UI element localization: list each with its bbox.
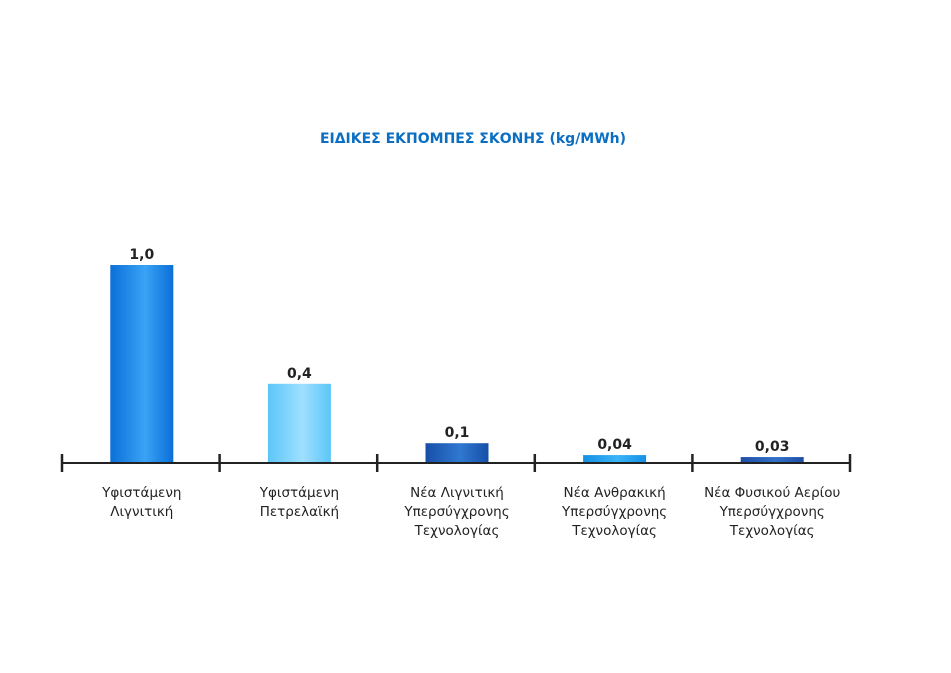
bar [583,455,647,463]
category-label: Υπερσύγχρονης [403,504,509,520]
category-label: Πετρελαϊκή [260,504,339,520]
chart-title: ΕΙΔΙΚΕΣ ΕΚΠΟΜΠΕΣ ΣΚΟΝΗΣ (kg/MWh) [320,131,626,147]
category-label: Τεχνολογίας [729,523,815,539]
category-label: Λιγνιτική [110,504,173,520]
data-label: 0,1 [445,425,470,441]
category-label: Νέα Λιγνιτική [410,485,504,501]
data-label: 0,4 [287,366,312,382]
category-label: Νέα Ανθρακική [564,485,666,501]
category-label: Τεχνολογίας [571,523,657,539]
data-label: 0,04 [597,437,632,453]
category-label: Υπερσύγχρονης [719,504,825,520]
bar [110,265,174,463]
bar [267,383,331,463]
category-label: Νέα Φυσικού Αερίου [704,485,840,501]
data-label: 1,0 [129,247,154,263]
data-label: 0,03 [755,439,790,455]
x-axis [60,454,852,472]
category-label: Τεχνολογίας [414,523,500,539]
bar [425,443,489,463]
category-label: Υφιστάμενη [259,485,339,501]
category-label: Υπερσύγχρονης [561,504,667,520]
category-label: Υφιστάμενη [101,485,181,501]
bar [740,457,804,463]
